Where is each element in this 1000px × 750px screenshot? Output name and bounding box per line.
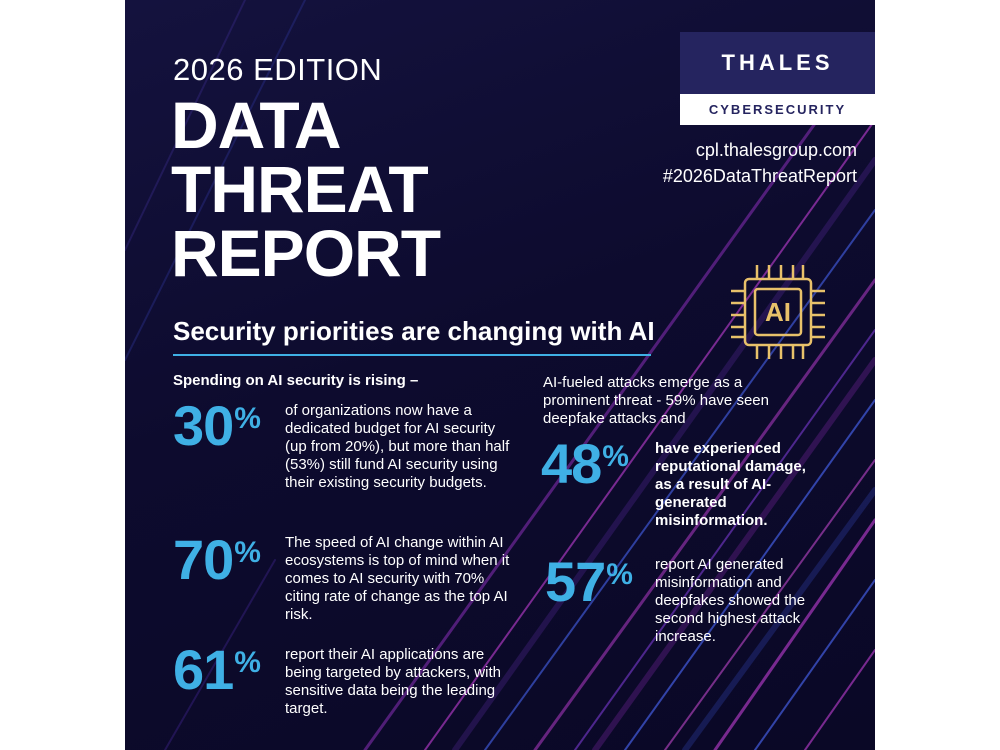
stat-value: 48: [541, 432, 602, 495]
light-streaks-background: [125, 0, 875, 750]
stat-61-description: report their AI applications are being t…: [285, 646, 501, 717]
stat-value: 30: [173, 394, 234, 457]
stat-unit: %: [606, 558, 633, 591]
headline-divider: [173, 354, 651, 356]
stat-unit: %: [234, 536, 261, 569]
section-headline: Security priorities are changing with AI: [173, 316, 655, 346]
stat-unit: %: [234, 646, 261, 679]
logo-sub-text: CYBERSECURITY: [680, 94, 875, 125]
stat-30-description: of organizations now have a dedicated bu…: [285, 402, 510, 491]
stat-value: 70: [173, 528, 234, 591]
stat-value: 57: [545, 550, 606, 613]
report-hashtag: #2026DataThreatReport: [662, 166, 857, 186]
stat-48-description: have experienced reputational damage, as…: [655, 440, 806, 529]
ai-attacks-intro: AI-fueled attacks emerge as a prominent …: [543, 374, 769, 427]
stat-unit: %: [234, 402, 261, 435]
stat-30-percent: 30%: [173, 398, 261, 454]
chip-label: AI: [765, 297, 791, 327]
spending-subhead: Spending on AI security is rising –: [173, 372, 419, 389]
report-edition: 2026 EDITION: [173, 52, 383, 87]
stat-value: 61: [173, 638, 234, 701]
stat-70-description: The speed of AI change within AI ecosyst…: [285, 534, 510, 623]
report-title-line-1: DATA: [171, 88, 342, 162]
stat-48-percent: 48%: [541, 436, 629, 492]
stat-unit: %: [602, 440, 629, 473]
stat-57-description: report AI generated misinformation and d…: [655, 556, 806, 645]
report-title-line-2: THREAT: [171, 152, 429, 226]
logo-brand-text: THALES: [721, 50, 834, 75]
thales-logo: THALES CYBERSECURITY: [680, 32, 875, 125]
report-url: cpl.thalesgroup.com: [695, 140, 857, 160]
report-title-line-3: REPORT: [171, 216, 441, 290]
stat-70-percent: 70%: [173, 532, 261, 588]
stat-61-percent: 61%: [173, 642, 261, 698]
ai-chip-icon: AI: [731, 265, 825, 359]
stat-57-percent: 57%: [545, 554, 633, 610]
infographic-panel: 2026 EDITION DATA THREAT REPORT THALES C…: [125, 0, 875, 750]
